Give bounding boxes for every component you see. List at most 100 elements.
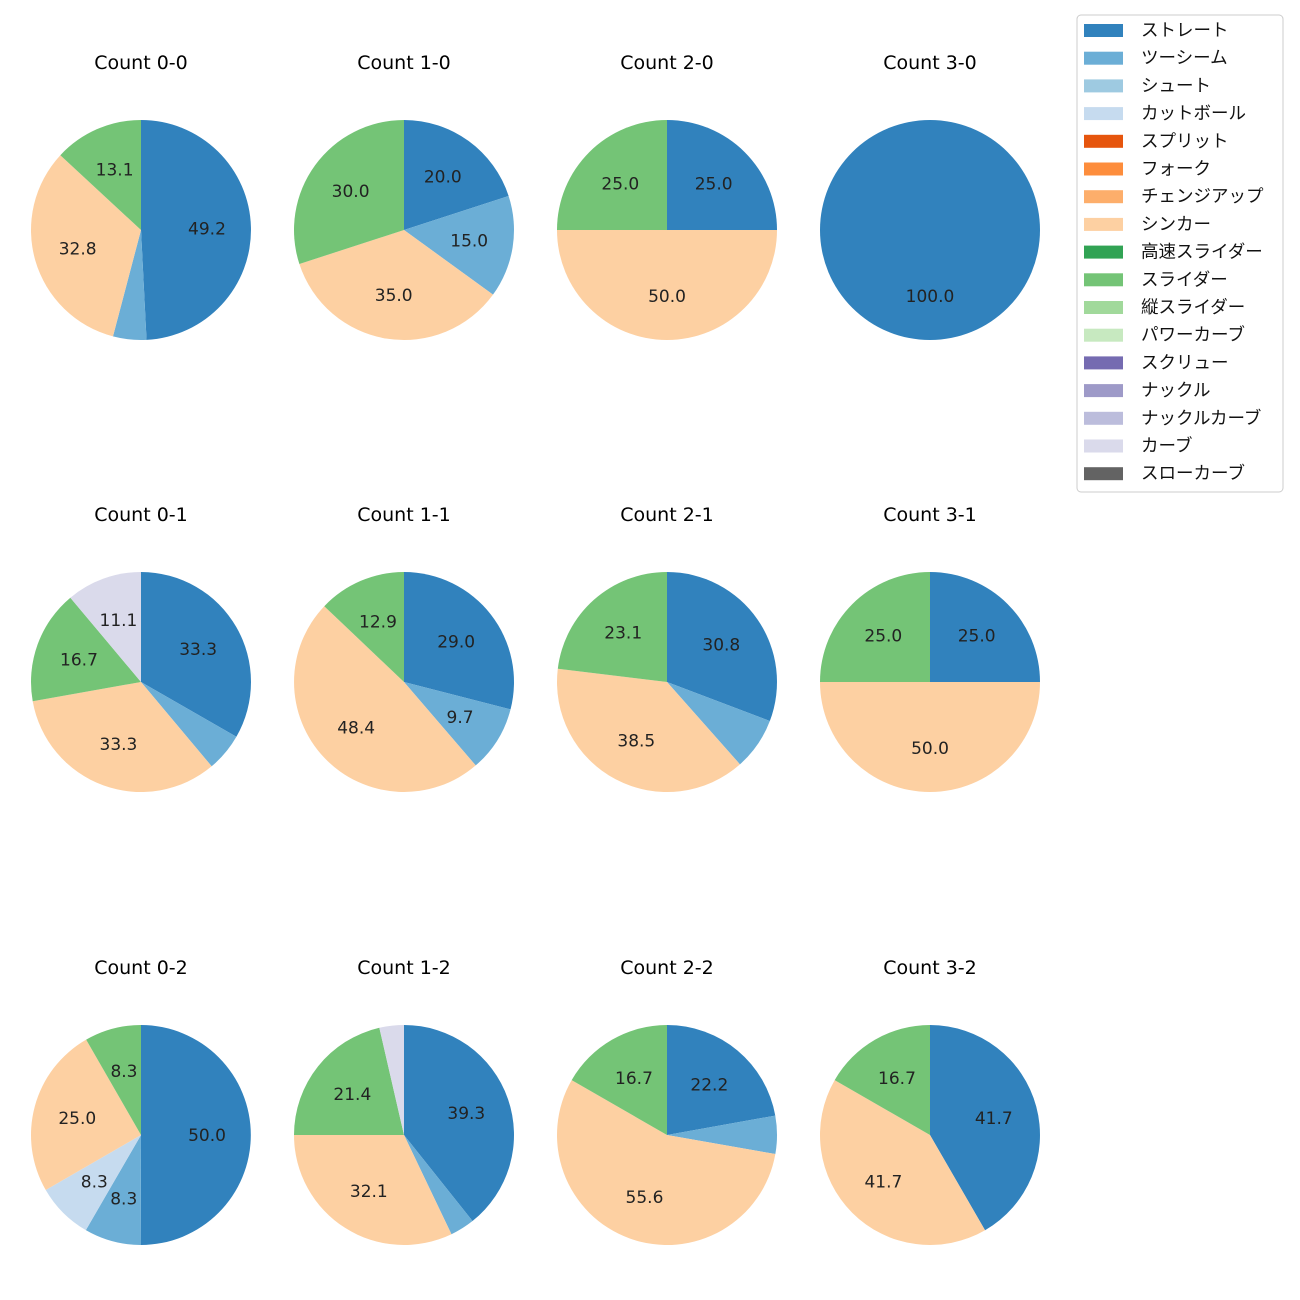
pie-title: Count 3-2 bbox=[883, 957, 977, 979]
pie-label: 21.4 bbox=[333, 1085, 371, 1105]
pie-slice bbox=[294, 606, 476, 792]
legend-swatch bbox=[1084, 356, 1123, 370]
pie-title: Count 2-2 bbox=[620, 957, 714, 979]
pie-slice bbox=[45, 1135, 141, 1231]
pie-label: 38.5 bbox=[617, 731, 655, 751]
legend-swatch bbox=[1084, 411, 1123, 425]
pie-count-1-1: Count 1-1 29.0 9.7 48.4 12.9 bbox=[294, 504, 514, 792]
pie-slice bbox=[299, 230, 493, 341]
pie-label: 25.0 bbox=[958, 626, 996, 646]
pie-label: 55.6 bbox=[626, 1188, 664, 1208]
pie-count-2-2: Count 2-2 22.2 55.6 16.7 bbox=[557, 957, 778, 1245]
pie-slice bbox=[31, 1039, 141, 1190]
pie-slice bbox=[404, 196, 515, 295]
pie-count-0-0: Count 0-0 49.2 32.8 13.1 bbox=[31, 52, 251, 340]
pie-title: Count 1-0 bbox=[357, 52, 451, 74]
pie-label: 30.0 bbox=[332, 182, 370, 202]
pie-label: 16.7 bbox=[878, 1069, 916, 1089]
pie-slice bbox=[31, 597, 141, 702]
pie-label: 50.0 bbox=[648, 287, 686, 307]
pie-slice bbox=[557, 572, 667, 682]
pie-slice bbox=[404, 572, 514, 710]
pie-slice bbox=[667, 572, 777, 722]
pie-slice bbox=[820, 682, 1040, 792]
pie-label: 32.8 bbox=[59, 239, 97, 259]
pie-count-1-2: Count 1-2 39.3 32.1 21.4 bbox=[294, 957, 514, 1245]
legend-swatch bbox=[1084, 51, 1123, 65]
legend: ストレートツーシームシュートカットボールスプリットフォークチェンジアップシンカー… bbox=[1076, 14, 1284, 493]
legend-swatch bbox=[1084, 217, 1123, 231]
pie-label: 25.0 bbox=[695, 174, 733, 194]
pie-label: 20.0 bbox=[424, 168, 462, 188]
pie-slice bbox=[85, 1135, 141, 1245]
pie-label: 12.9 bbox=[359, 612, 397, 632]
legend-swatch bbox=[1084, 134, 1123, 148]
pie-slice bbox=[820, 120, 1040, 340]
pie-count-0-1: Count 0-1 33.3 33.3 16.711.1 bbox=[31, 504, 252, 792]
pie-count-3-1: Count 3-1 25.0 50.0 25.0 bbox=[820, 504, 1040, 792]
pie-label: 8.3 bbox=[110, 1062, 137, 1082]
pie-slice bbox=[31, 155, 142, 337]
pie-label: 25.0 bbox=[58, 1109, 96, 1129]
pie-slice bbox=[404, 1135, 473, 1235]
pie-title: Count 1-1 bbox=[357, 504, 451, 526]
legend-label: チェンジアップ bbox=[1141, 187, 1264, 207]
pie-label: 9.7 bbox=[447, 708, 474, 728]
pie-label: 11.1 bbox=[100, 611, 138, 631]
pie-label: 15.0 bbox=[450, 231, 488, 251]
pie-label: 50.0 bbox=[188, 1126, 226, 1146]
pie-label: 25.0 bbox=[601, 174, 639, 194]
pie-label: 41.7 bbox=[864, 1173, 902, 1193]
legend-label: 高速スライダー bbox=[1141, 243, 1263, 263]
pie-title: Count 2-1 bbox=[620, 504, 714, 526]
legend-swatch bbox=[1084, 79, 1123, 93]
legend-label: パワーカーブ bbox=[1141, 325, 1245, 346]
pie-count-3-0: Count 3-0 100.0 bbox=[820, 52, 1040, 340]
pie-label: 48.4 bbox=[337, 718, 375, 738]
legend-label: 縦スライダー bbox=[1141, 298, 1245, 318]
pie-title: Count 0-2 bbox=[94, 957, 188, 979]
legend-label: シュート bbox=[1141, 76, 1211, 96]
pie-title: Count 0-1 bbox=[94, 504, 188, 526]
pie-label: 35.0 bbox=[375, 286, 413, 306]
pie-slice bbox=[404, 1025, 514, 1222]
pie-slice bbox=[667, 120, 777, 230]
pie-slice bbox=[404, 682, 511, 766]
pie-title: Count 3-0 bbox=[883, 52, 977, 74]
legend-label: ツーシーム bbox=[1141, 49, 1228, 69]
pie-label: 13.1 bbox=[96, 161, 134, 181]
pie-title: Count 3-1 bbox=[883, 504, 977, 526]
pie-label: 29.0 bbox=[437, 633, 475, 653]
pie-slice bbox=[820, 1080, 986, 1245]
pie-slice bbox=[667, 682, 770, 765]
pie-slice bbox=[293, 120, 404, 264]
pie-label: 32.1 bbox=[350, 1182, 388, 1202]
pie-slice bbox=[930, 1025, 1040, 1231]
legend-swatch bbox=[1084, 245, 1123, 259]
legend-label: ナックル bbox=[1141, 381, 1210, 401]
legend-label: シンカー bbox=[1141, 215, 1211, 235]
pie-label: 33.3 bbox=[179, 640, 217, 660]
pie-label: 22.2 bbox=[690, 1075, 728, 1095]
pie-slice bbox=[140, 1025, 251, 1246]
pie-count-3-2: Count 3-2 41.7 41.7 16.7 bbox=[820, 957, 1040, 1245]
pie-label: 41.7 bbox=[975, 1109, 1013, 1129]
pie-label: 49.2 bbox=[188, 219, 226, 239]
pie-label: 8.3 bbox=[110, 1190, 137, 1210]
legend-swatch bbox=[1084, 467, 1123, 481]
pie-label: 39.3 bbox=[447, 1104, 485, 1124]
legend-label: ナックルカーブ bbox=[1141, 408, 1261, 429]
pie-label: 33.3 bbox=[100, 735, 138, 755]
legend-frame bbox=[1076, 14, 1284, 493]
pie-label: 8.3 bbox=[81, 1173, 108, 1193]
pie-label: 23.1 bbox=[604, 624, 642, 644]
pie-label: 50.0 bbox=[911, 739, 949, 759]
pie-label: 100.0 bbox=[906, 287, 955, 307]
pie-count-1-0: Count 1-0 20.0 15.0 35.0 30.0 bbox=[293, 52, 515, 341]
pie-slice bbox=[557, 230, 777, 340]
pie-slice bbox=[557, 120, 667, 230]
pie-slice bbox=[556, 668, 740, 793]
pie-label: 16.7 bbox=[60, 650, 98, 670]
pie-title: Count 1-2 bbox=[357, 957, 451, 979]
